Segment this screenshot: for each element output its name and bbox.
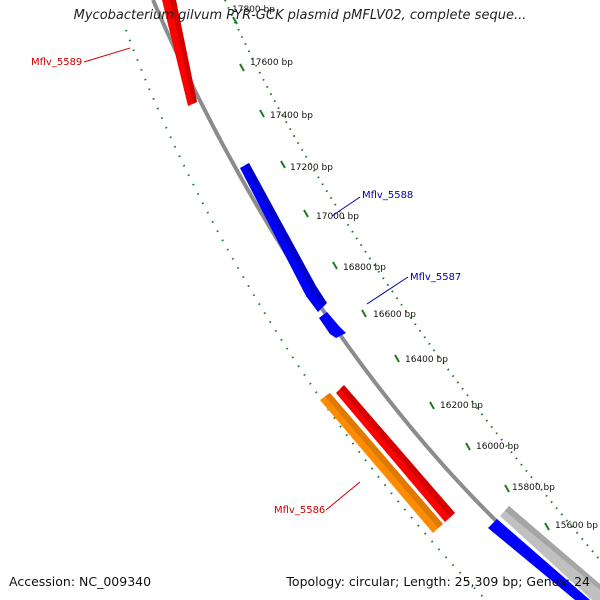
gene-label-mflv-5588[interactable]: Mflv_5588 [362, 190, 413, 201]
tick-label: 16600 bp [373, 310, 416, 320]
tick-label: 17800 bp [232, 5, 275, 15]
gene-mflv-5587[interactable] [319, 312, 346, 338]
tick-label: 15600 bp [555, 521, 598, 531]
gene-mflv-5586[interactable] [320, 393, 443, 533]
tick-labels: 17800 bp 17600 bp 17400 bp 17200 bp 1700… [232, 5, 598, 531]
tick-label: 16400 bp [405, 355, 448, 365]
tick-label: 17400 bp [270, 111, 313, 121]
major-tick-marks [232, 16, 550, 531]
tick-label: 17200 bp [290, 163, 333, 173]
tick-label: 17600 bp [250, 58, 293, 68]
tick-label: 15800 bp [512, 483, 555, 493]
gene-red-forward-shade [340, 385, 455, 517]
tick-label: 16800 bp [343, 263, 386, 273]
tick-label: 17000 bp [316, 212, 359, 222]
map-title: Mycobacterium gilvum PYR-GCK plasmid pMF… [73, 8, 527, 23]
gene-label-mflv-5586[interactable]: Mflv_5586 [274, 505, 325, 516]
gene-blue-bottom[interactable] [488, 519, 590, 600]
gene-mflv-5586-shade [325, 393, 443, 528]
gene-features [162, 0, 600, 600]
gene-label-mflv-5589[interactable]: Mflv_5589 [31, 57, 82, 68]
leader-lines [83, 47, 409, 511]
gene-labels: Mflv_5589 Mflv_5588 Mflv_5587 Mflv_5586 [31, 57, 461, 516]
tick-label: 16000 bp [476, 442, 519, 452]
gene-grey-bottom-shade [505, 506, 600, 590]
gene-mflv-5589-shade [170, 0, 197, 104]
gene-grey-bottom[interactable] [500, 506, 600, 600]
tick-label: 16200 bp [440, 401, 483, 411]
gene-label-mflv-5587[interactable]: Mflv_5587 [410, 272, 461, 283]
plasmid-backbone-arc [151, 0, 588, 600]
gene-mflv-5588-shade [245, 163, 327, 306]
accession-label: Accession: NC_009340 [9, 574, 152, 589]
topology-summary: Topology: circular; Length: 25,309 bp; G… [286, 574, 590, 589]
